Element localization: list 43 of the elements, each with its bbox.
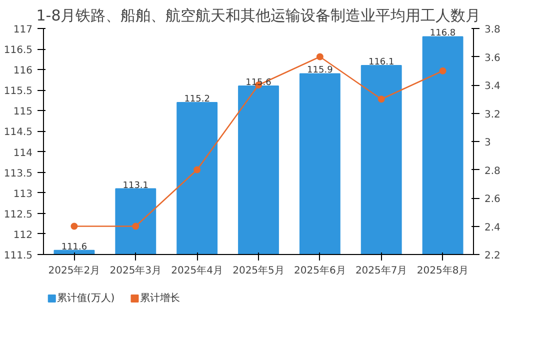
point [194,166,201,174]
x-tick-label: 2025年7月 [355,264,408,276]
chart-title: 1-8月铁路、船舶、航空航天和其他运输设备制造业平均用工人数月 [36,6,481,24]
data-label: 115.9 [307,66,334,76]
point [316,53,324,60]
x-tick-label: 2025年3月 [110,264,162,276]
point [132,222,140,230]
y2-tick-label: 3.6 [484,52,500,64]
data-label: 116.8 [430,28,456,39]
y-tick-label: 113 [13,188,33,200]
y-tick-label: 113.5 [4,168,33,180]
legend-label: 累计增长 [140,292,180,304]
y2-tick-label: 2.6 [484,194,500,205]
data-label: 116.1 [368,57,394,68]
y2-tick-label: 2.8 [484,166,500,177]
y2-tick-label: 2.4 [484,222,500,234]
y-tick-label: 112.5 [4,209,33,220]
data-label: 113.1 [122,180,149,191]
point [70,222,78,230]
y-tick-label: 116 [13,66,33,77]
y-tick-label: 114 [13,148,33,159]
data-label: 115.2 [184,94,210,104]
point [378,96,385,103]
data-label: 111.6 [61,242,88,252]
x-tick-label: 2025年6月 [294,264,346,276]
y2-tick-label: 3.2 [484,109,500,120]
y-tick-label: 115.5 [4,86,33,98]
y-tick-label: 115 [13,106,33,118]
point [439,67,446,74]
x-tick-label: 2025年4月 [171,264,223,276]
y2-tick-label: 3.4 [484,81,500,92]
y2-tick-label: 3 [484,138,491,148]
y-tick-label: 117 [13,24,33,36]
y-tick-label: 116.5 [4,45,33,56]
legend-label: 累计值(万人) [56,292,115,304]
y2-tick-label: 3.8 [484,24,500,36]
y-tick-label: 112 [13,230,33,241]
y-tick-label: 111.5 [4,250,33,262]
y2-tick-label: 2.2 [484,250,500,262]
x-tick-label: 2025年8月 [416,264,469,276]
x-tick-label: 2025年5月 [232,264,284,276]
y-tick-label: 114.5 [4,127,33,138]
x-tick-label: 2025年2月 [48,264,100,276]
